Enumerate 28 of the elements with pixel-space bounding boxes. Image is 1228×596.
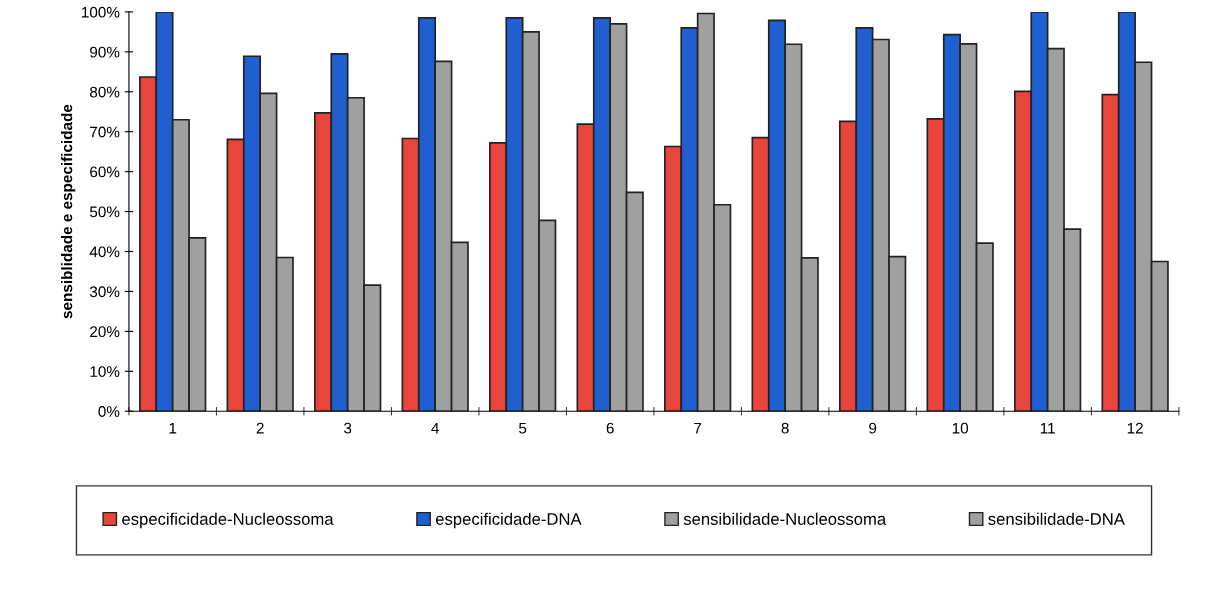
x-tick-label: 4	[431, 422, 439, 434]
legend-label: especificidade-Nucleossoma	[122, 512, 334, 529]
x-tick-label: 8	[781, 422, 789, 434]
x-tick-label: 10	[952, 422, 969, 434]
y-tick-label: 90%	[90, 46, 120, 58]
y-tick-label: 80%	[90, 86, 120, 98]
y-tick-label: 100%	[82, 6, 120, 18]
y-tick-label: 20%	[90, 326, 120, 338]
y-tick-label: 60%	[90, 166, 120, 178]
x-tick-label: 5	[519, 422, 527, 434]
x-tick-label: 6	[606, 422, 614, 434]
x-tick-label: 11	[1040, 422, 1055, 434]
x-tick-label: 2	[256, 422, 264, 434]
x-tick-label: 7	[694, 422, 702, 434]
y-tick-label: 50%	[89, 206, 120, 218]
y-tick-label: 70%	[90, 126, 120, 138]
y-axis-title: sensiblidade e especificidade	[61, 104, 76, 319]
legend-label: sensibilidade-Nucleossoma	[683, 512, 887, 525]
y-tick-label: 10%	[90, 366, 120, 377]
legend-label: especificidade-DNA	[435, 512, 582, 529]
x-tick-label: 9	[869, 422, 877, 434]
x-tick-label: 1	[169, 422, 177, 434]
y-tick-label: 0%	[98, 406, 120, 417]
y-tick-label: 40%	[89, 246, 120, 258]
legend-label: sensibilidade-DNA	[988, 512, 1125, 525]
y-tick-label: 30%	[89, 286, 120, 298]
x-tick-label: 3	[344, 422, 352, 434]
x-tick-label: 12	[1127, 422, 1143, 434]
